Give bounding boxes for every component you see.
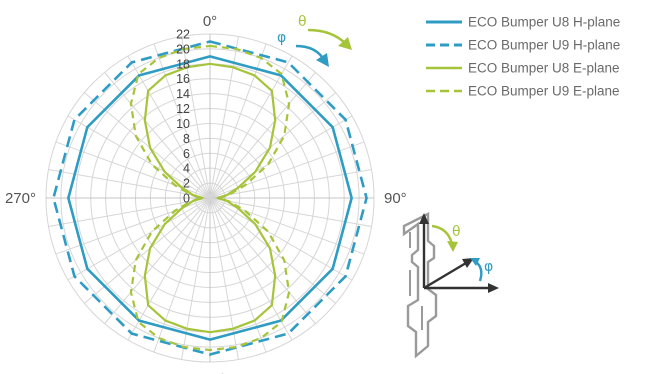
y-axis-line	[423, 261, 467, 290]
z-axis-arrowhead	[419, 213, 429, 224]
grid-spoke	[127, 197, 211, 341]
angle-labels: 0° 90° 180° 270°	[5, 13, 407, 374]
grid-spoke	[67, 115, 211, 199]
phi-symbol: φ	[277, 30, 286, 46]
theta-arrow	[307, 28, 347, 45]
inset-phi-arrowhead	[470, 258, 480, 266]
legend: ECO Bumper U8 H-plane ECO Bumper U9 H-pla…	[426, 15, 620, 99]
r-tick-label: 20	[176, 42, 190, 56]
r-tick-label: 12	[176, 102, 190, 116]
r-tick-label: 18	[176, 57, 190, 71]
r-tick-label: 16	[176, 72, 190, 86]
series-line-3	[143, 62, 277, 334]
legend-label: ECO Bumper U8 H-plane	[468, 15, 620, 30]
r-tick-label: 0	[183, 192, 190, 206]
grid-spoke	[209, 197, 353, 281]
r-tick-label: 10	[176, 117, 190, 131]
inset-phi-arrow	[475, 261, 483, 282]
r-tick-label: 6	[183, 147, 190, 161]
grid-spoke	[209, 55, 293, 199]
grid-spoke	[209, 115, 353, 199]
antenna-board-outline	[402, 212, 438, 359]
series-line-2	[52, 40, 368, 356]
series-line-1	[67, 55, 353, 341]
legend-label: ECO Bumper U9 H-plane	[468, 38, 620, 53]
series-line-4	[129, 44, 291, 352]
angle-label: 0°	[203, 13, 217, 30]
direction-annotation: θ φ	[277, 14, 352, 67]
angle-label: 90°	[384, 190, 407, 207]
inset-theta-arrowhead	[447, 241, 458, 252]
r-tick-label: 8	[183, 132, 190, 146]
y-axis-arrowhead	[462, 258, 474, 268]
phi-arrowhead	[316, 53, 329, 67]
r-tick-label: 14	[176, 87, 190, 101]
antenna-board-inner	[409, 232, 423, 330]
grid-spoke	[209, 197, 293, 341]
theta-symbol: θ	[298, 14, 307, 30]
r-tick-label: 4	[183, 162, 190, 176]
grid-spoke	[67, 197, 211, 281]
inset-theta-label: θ	[452, 224, 461, 240]
series-layer	[52, 40, 368, 356]
theta-arrowhead	[338, 37, 352, 50]
x-axis-arrowhead	[488, 283, 499, 293]
r-tick-label: 22	[176, 28, 190, 42]
grid-spoke	[127, 55, 211, 199]
angle-label: 270°	[5, 190, 36, 207]
r-tick-label: 2	[183, 177, 190, 191]
legend-label: ECO Bumper U8 E-plane	[468, 61, 620, 76]
angle-label: 180°	[194, 371, 225, 374]
antenna-inset: θ φ	[402, 212, 499, 359]
polar-grid	[45, 33, 375, 363]
legend-label: ECO Bumper U9 E-plane	[468, 84, 620, 99]
inset-phi-label: φ	[484, 259, 493, 275]
